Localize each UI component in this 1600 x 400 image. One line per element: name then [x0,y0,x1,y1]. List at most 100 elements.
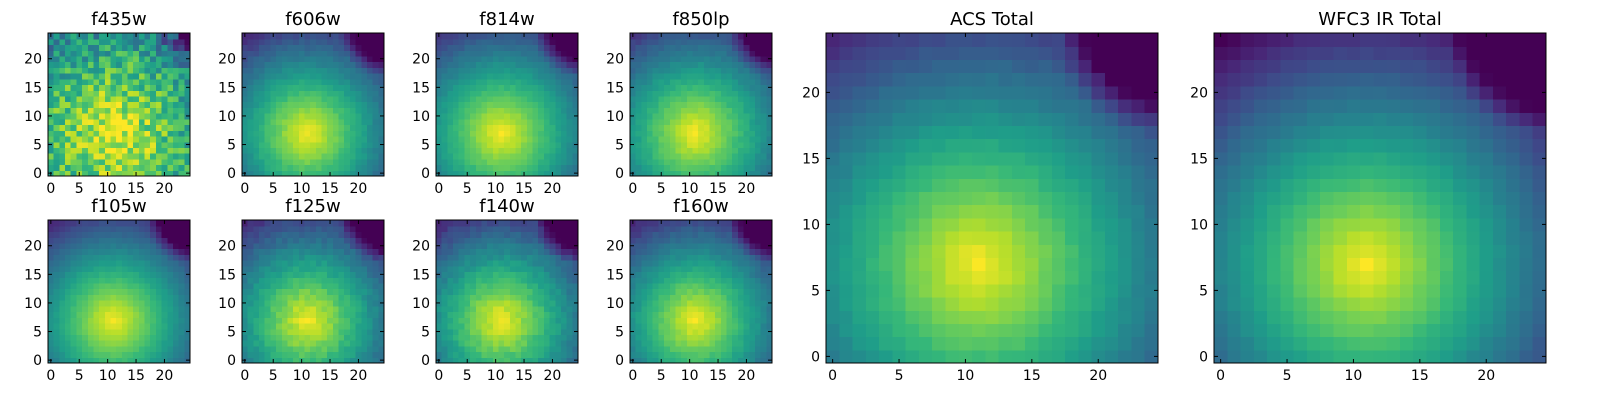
heatmap-cell [709,130,716,137]
heatmap-cell [355,225,362,233]
heatmap-cell [133,271,140,278]
heatmap-cell [366,328,374,335]
heatmap-cell [349,311,357,318]
heatmap-cell [264,141,271,148]
heatmap-cell [172,277,180,284]
heatmap-cell [59,170,66,177]
heatmap-cell [526,90,534,97]
heatmap-cell [99,141,106,148]
heatmap-cell [504,231,511,238]
heatmap-cell [754,38,762,46]
heatmap-cell [327,73,334,80]
heatmap-cell [293,67,300,74]
heatmap-cell [184,44,191,51]
heatmap-cell [504,328,511,335]
heatmap-cell [355,61,362,68]
heatmap-cell [264,225,271,233]
heatmap-cell [366,90,374,97]
heatmap-cell [372,277,379,284]
heatmap-cell [526,141,534,148]
heatmap-cell [543,33,551,40]
heatmap-cell [349,164,357,171]
heatmap-cell [749,61,756,68]
heatmap-cell [59,124,66,131]
heatmap-cell [259,237,266,244]
heatmap-cell [378,135,385,143]
heatmap-cell [675,305,682,313]
heatmap-cell [692,294,699,301]
heatmap-cell [715,328,722,335]
heatmap-cell [70,107,77,114]
heatmap-cell [93,277,100,284]
heatmap-cell [447,95,454,103]
heatmap-cell [349,113,357,120]
heatmap-cell [692,300,699,307]
heatmap-cell [766,130,773,137]
heatmap-cell [293,345,300,353]
heatmap-cell [515,357,522,364]
heatmap-cell [344,158,351,166]
heatmap-cell [453,107,460,114]
heatmap-cell [555,345,562,353]
heatmap-cell [681,317,688,324]
heatmap-cell [709,38,716,46]
heatmap-cell [321,61,328,68]
heatmap-cell [630,322,637,330]
heatmap-cell [161,158,168,166]
heatmap-cell [504,288,511,295]
heatmap-cell [161,95,168,103]
heatmap-cell [321,334,328,341]
heatmap-cell [641,322,648,330]
heatmap-cell [127,101,134,108]
heatmap-cell [658,351,665,358]
heatmap-cell [481,265,488,273]
heatmap-cell [566,73,573,80]
heatmap-cell [726,113,733,120]
heatmap-cell [253,265,260,273]
heatmap-cell [698,153,705,160]
heatmap-cell [566,67,573,74]
heatmap-cell [281,357,289,364]
heatmap-cell [549,340,556,347]
y-tick-label: 5 [615,138,624,154]
heatmap-cell [178,328,185,335]
heatmap-cell [566,153,573,160]
heatmap-cell [344,277,351,284]
heatmap-cell [242,288,249,295]
heatmap-cell [298,38,306,46]
heatmap-cell [127,220,134,227]
heatmap-cell [566,220,573,227]
heatmap-cell [635,164,642,171]
heatmap-cell [344,300,351,307]
heatmap-cell [538,50,545,57]
heatmap-cell [572,95,579,103]
heatmap-cell [560,340,568,347]
heatmap-cell [737,328,745,335]
heatmap-cell [487,158,494,166]
heatmap-cell [150,271,157,278]
heatmap-cell [698,141,705,148]
heatmap-cell [555,271,562,278]
heatmap-cell [361,158,368,166]
heatmap-cell [344,147,351,154]
heatmap-cell [458,90,465,97]
heatmap-cell [93,311,100,318]
heatmap-cell [259,277,266,284]
heatmap-cell [447,84,454,91]
heatmap-cell [150,164,157,171]
heatmap-cell [253,317,260,324]
heatmap-cell [543,271,551,278]
heatmap-cell [172,95,180,103]
heatmap-cell [304,101,311,108]
heatmap-cell [332,73,340,80]
heatmap-cell [184,231,191,238]
heatmap-cell [172,322,180,330]
heatmap-cell [560,141,568,148]
heatmap-cell [675,328,682,335]
heatmap-cell [293,294,300,301]
heatmap-cell [65,84,72,91]
heatmap-cell [155,317,163,324]
heatmap-cell [664,101,671,108]
heatmap-cell [372,294,379,301]
heatmap-cell [349,90,357,97]
